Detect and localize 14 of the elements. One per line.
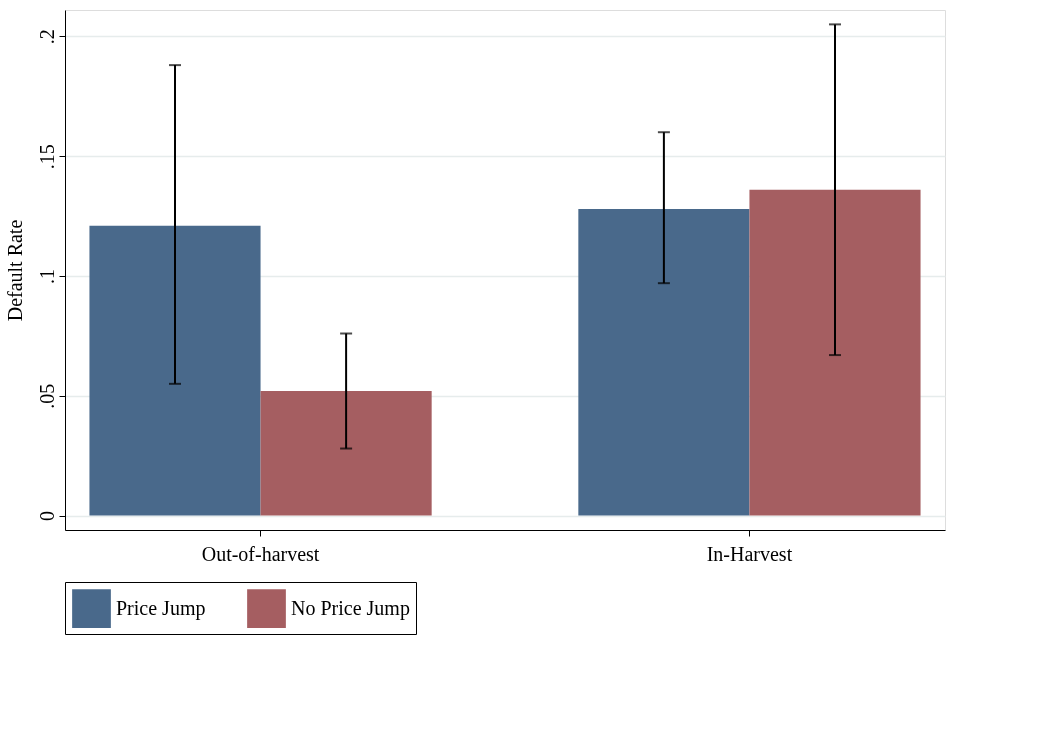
y-tick-label: .2 (35, 29, 58, 45)
x-tick-label: Out-of-harvest (201, 542, 320, 565)
x-tick-label: In-Harvest (706, 542, 793, 565)
legend-label: Price Jump (116, 596, 206, 620)
y-tick-label: .15 (35, 144, 58, 170)
bar (578, 208, 750, 516)
y-tick-label: 0 (35, 511, 58, 522)
legend-label: No Price Jump (291, 596, 410, 620)
bar (260, 391, 432, 516)
bar (749, 189, 921, 516)
y-axis-title: Default Rate (3, 219, 26, 322)
y-tick-label: .05 (35, 383, 58, 409)
y-tick-label: .1 (35, 268, 58, 284)
bar (89, 225, 261, 516)
